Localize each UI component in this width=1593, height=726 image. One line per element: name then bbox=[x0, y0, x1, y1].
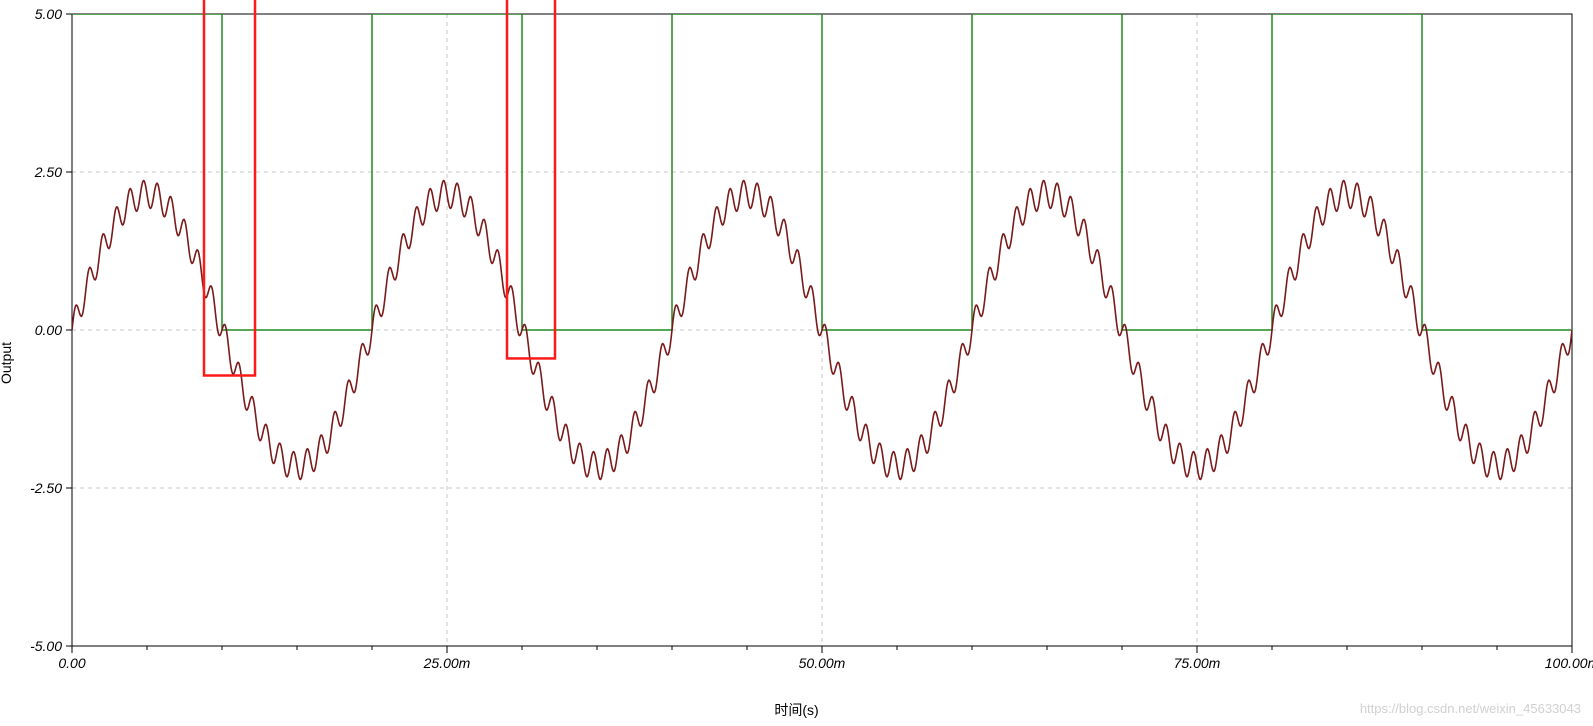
y-tick-label: -2.50 bbox=[30, 480, 62, 496]
x-tick-label: 0.00 bbox=[58, 655, 85, 671]
x-tick-label: 100.00m bbox=[1545, 655, 1593, 671]
x-tick-label: 50.00m bbox=[799, 655, 846, 671]
y-tick-label: 0.00 bbox=[35, 322, 62, 338]
watermark-text: https://blog.csdn.net/weixin_45633043 bbox=[1360, 701, 1581, 716]
y-axis-label: Output bbox=[0, 342, 14, 384]
x-tick-label: 75.00m bbox=[1174, 655, 1221, 671]
y-tick-label: 5.00 bbox=[35, 6, 62, 22]
oscilloscope-chart: -5.00 -2.50 0.00 2.50 5.00 0.00 25.00m 50.00m 75… bbox=[0, 0, 1593, 726]
x-axis-label: 时间(s) bbox=[774, 700, 818, 720]
x-tick-label: 25.00m bbox=[423, 655, 471, 671]
y-tick-label: 2.50 bbox=[34, 164, 62, 180]
chart-svg: -5.00 -2.50 0.00 2.50 5.00 0.00 25.00m 50.00m 75… bbox=[0, 0, 1593, 726]
y-tick-label: -5.00 bbox=[30, 638, 62, 654]
